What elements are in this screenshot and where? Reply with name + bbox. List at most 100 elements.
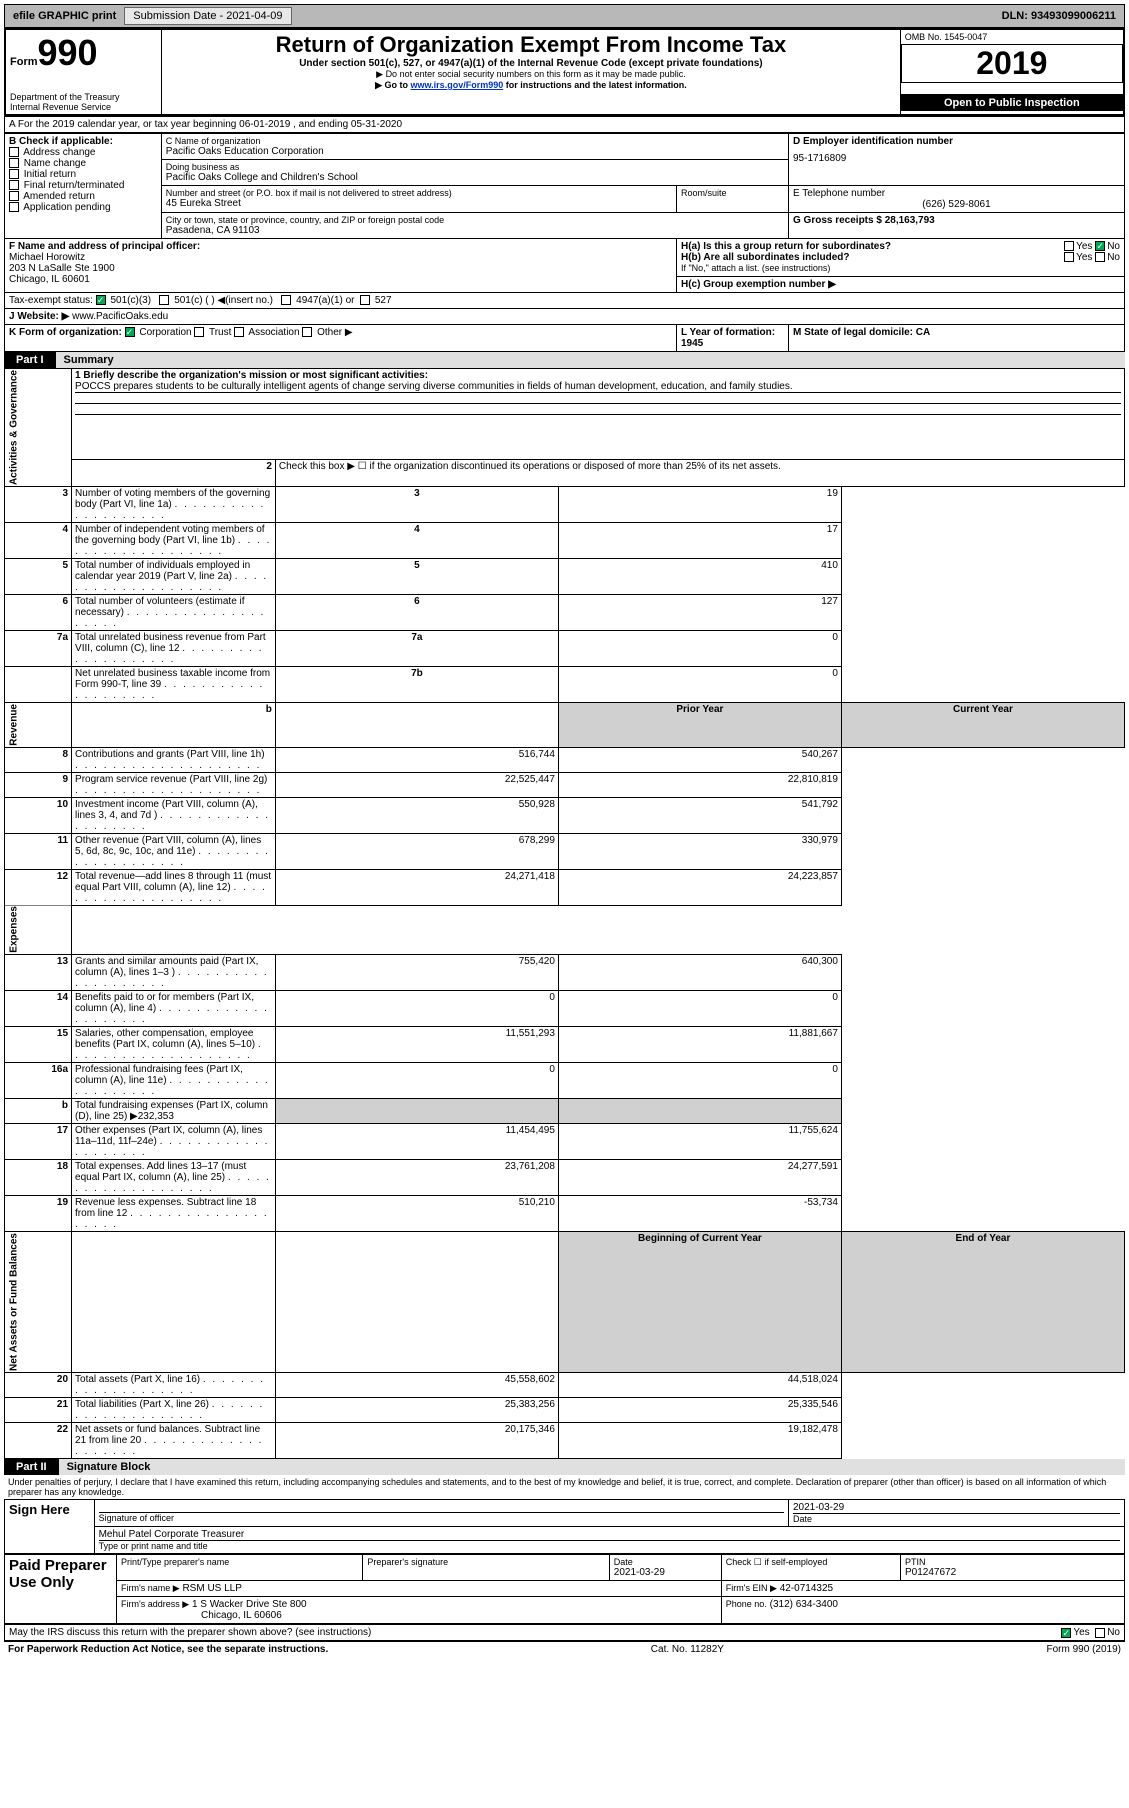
- b-item: Final return/terminated: [9, 180, 157, 191]
- k-checkbox[interactable]: [125, 327, 135, 337]
- hdr-prior: Prior Year: [558, 703, 841, 748]
- f-name: Michael Horowitz: [9, 252, 672, 263]
- b-checkbox[interactable]: [9, 147, 19, 157]
- tax-4947: 4947(a)(1) or: [296, 295, 354, 306]
- addr-label: Number and street (or P.O. box if mail i…: [166, 188, 672, 198]
- b-checkbox[interactable]: [9, 158, 19, 168]
- d-label: D Employer identification number: [793, 136, 1120, 147]
- k-label: K Form of organization:: [9, 327, 122, 338]
- j-label: J Website: ▶: [9, 311, 69, 322]
- ha-yes-checkbox[interactable]: [1064, 241, 1074, 251]
- j-val: www.PacificOaks.edu: [72, 311, 168, 322]
- tax-527-checkbox[interactable]: [360, 295, 370, 305]
- p-date-label: Date: [614, 1557, 717, 1567]
- p-phone: (312) 634-3400: [770, 1599, 838, 1610]
- ag-row: 4Number of independent voting members of…: [5, 523, 1125, 559]
- ag-row: 3Number of voting members of the governi…: [5, 487, 1125, 523]
- p-sig-label: Preparer's signature: [367, 1557, 604, 1567]
- k-checkbox[interactable]: [194, 327, 204, 337]
- section-bcdefgh: B Check if applicable: Address change Na…: [4, 133, 1125, 352]
- sig-type-label: Type or print name and title: [99, 1540, 1120, 1551]
- goto-pre: ▶ Go to: [375, 80, 410, 90]
- submission-button[interactable]: Submission Date - 2021-04-09: [124, 7, 291, 25]
- footer-left: For Paperwork Reduction Act Notice, see …: [8, 1644, 328, 1655]
- b-checkbox[interactable]: [9, 180, 19, 190]
- f-label: F Name and address of principal officer:: [9, 241, 672, 252]
- p-firm-label: Firm's name ▶: [121, 1583, 180, 1593]
- g-label: G Gross receipts $ 28,163,793: [793, 215, 1120, 226]
- k-checkbox[interactable]: [234, 327, 244, 337]
- tax-501c-checkbox[interactable]: [159, 295, 169, 305]
- signature-table: Sign Here Signature of officer 2021-03-2…: [4, 1499, 1125, 1554]
- addr: 45 Eureka Street: [166, 198, 672, 209]
- k-checkbox[interactable]: [302, 327, 312, 337]
- b-checkbox[interactable]: [9, 169, 19, 179]
- f-addr1: 203 N LaSalle Ste 1900: [9, 263, 672, 274]
- p-date: 2021-03-29: [614, 1567, 717, 1578]
- rev-row: 11Other revenue (Part VIII, column (A), …: [5, 833, 1125, 869]
- side-ag: Activities & Governance: [5, 369, 72, 487]
- p-ein-label: Firm's EIN ▶: [726, 1583, 777, 1593]
- b-checkbox[interactable]: [9, 191, 19, 201]
- discuss-no-checkbox[interactable]: [1095, 1628, 1105, 1638]
- irs-link[interactable]: www.irs.gov/Form990: [411, 80, 504, 90]
- discuss-yes-checkbox[interactable]: [1061, 1628, 1071, 1638]
- tax-4947-checkbox[interactable]: [281, 295, 291, 305]
- p-firm: RSM US LLP: [182, 1583, 241, 1594]
- penalty-text: Under penalties of perjury, I declare th…: [4, 1475, 1125, 1499]
- hc-label: H(c) Group exemption number ▶: [681, 279, 836, 290]
- dba: Pacific Oaks College and Children's Scho…: [166, 172, 784, 183]
- ag-row: 7aTotal unrelated business revenue from …: [5, 631, 1125, 667]
- dept-irs: Internal Revenue Service: [10, 102, 157, 112]
- rev-row: 12Total revenue—add lines 8 through 11 (…: [5, 869, 1125, 905]
- p-ein: 42-0714325: [780, 1583, 833, 1594]
- m-label: M State of legal domicile: CA: [793, 327, 930, 338]
- f-addr2: Chicago, IL 60601: [9, 274, 672, 285]
- net-row: 22Net assets or fund balances. Subtract …: [5, 1423, 1125, 1459]
- sig-name: Mehul Patel Corporate Treasurer: [99, 1529, 1120, 1540]
- sign-here: Sign Here: [5, 1500, 95, 1554]
- exp-row: bTotal fundraising expenses (Part IX, co…: [5, 1099, 1125, 1124]
- p-ptin: P01247672: [905, 1567, 1120, 1578]
- note-ssn: ▶ Do not enter social security numbers o…: [166, 69, 896, 80]
- hb-yes: Yes: [1076, 252, 1092, 263]
- k-item: Other ▶: [302, 327, 352, 338]
- b-label: B Check if applicable:: [9, 136, 157, 147]
- note-goto: ▶ Go to www.irs.gov/Form990 for instruct…: [166, 80, 896, 91]
- k-item: Corporation: [125, 327, 195, 338]
- top-toolbar: efile GRAPHIC print Submission Date - 20…: [4, 4, 1125, 28]
- ha-label: H(a) Is this a group return for subordin…: [681, 241, 891, 252]
- net-row: 21Total liabilities (Part X, line 26) 25…: [5, 1398, 1125, 1423]
- p-phone-label: Phone no.: [726, 1599, 767, 1609]
- exp-row: 17Other expenses (Part IX, column (A), l…: [5, 1124, 1125, 1160]
- omb-label: OMB No. 1545-0047: [901, 30, 1123, 44]
- hdr-end: End of Year: [841, 1232, 1124, 1373]
- part2-name: Signature Block: [59, 1459, 1125, 1475]
- tax-501c: 501(c) ( ) ◀(insert no.): [174, 295, 273, 306]
- hb-yes-checkbox[interactable]: [1064, 252, 1074, 262]
- ha-no-checkbox[interactable]: [1095, 241, 1105, 251]
- side-rev: Revenue: [5, 703, 72, 748]
- b-item: Application pending: [9, 202, 157, 213]
- net-row: 20Total assets (Part X, line 16) 45,558,…: [5, 1373, 1125, 1398]
- ag-row: 5Total number of individuals employed in…: [5, 559, 1125, 595]
- tax-501c3-checkbox[interactable]: [96, 295, 106, 305]
- part1-table: Activities & Governance 1 Briefly descri…: [4, 368, 1125, 1459]
- discuss-row: May the IRS discuss this return with the…: [4, 1624, 1125, 1641]
- ha-no: No: [1107, 241, 1120, 252]
- form-title: Return of Organization Exempt From Incom…: [166, 32, 896, 58]
- b-checkbox[interactable]: [9, 202, 19, 212]
- exp-row: 16aProfessional fundraising fees (Part I…: [5, 1063, 1125, 1099]
- city: Pasadena, CA 91103: [166, 225, 784, 236]
- p-name-label: Print/Type preparer's name: [121, 1557, 358, 1567]
- hb-no-checkbox[interactable]: [1095, 252, 1105, 262]
- city-label: City or town, state or province, country…: [166, 215, 784, 225]
- tax-527: 527: [375, 295, 392, 306]
- discuss-yes: Yes: [1073, 1627, 1089, 1638]
- room-label: Room/suite: [681, 188, 784, 198]
- hb-note: If "No," attach a list. (see instruction…: [681, 263, 830, 273]
- b-item: Initial return: [9, 169, 157, 180]
- line1-label: 1 Briefly describe the organization's mi…: [75, 370, 1121, 381]
- tax-501c3: 501(c)(3): [110, 295, 151, 306]
- l-label: L Year of formation: 1945: [681, 327, 775, 349]
